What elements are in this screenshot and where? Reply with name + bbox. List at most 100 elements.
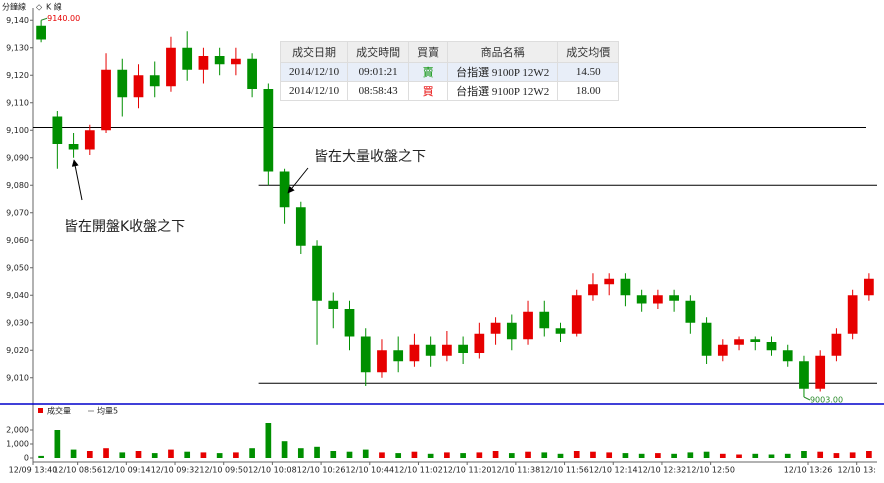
- candle-body: [588, 284, 598, 296]
- y-tick-label: 2,000: [6, 426, 29, 435]
- y-tick-label: 0: [24, 454, 29, 463]
- volume-bar: [671, 453, 677, 458]
- x-tick-label: 12/10 12:14: [589, 466, 638, 475]
- candle-body: [425, 344, 436, 356]
- candle-body: [474, 333, 485, 353]
- cell: 買: [408, 81, 449, 101]
- candle-body: [831, 333, 842, 356]
- volume-bar: [411, 451, 418, 458]
- volume-bar: [119, 452, 126, 458]
- annotation: 皆在大量收盤之下: [314, 149, 426, 165]
- volume-bar: [638, 453, 645, 458]
- x-tick-label: 12/10 11:02: [394, 466, 443, 475]
- x-tick-label: 12/10 13:26: [784, 466, 833, 475]
- volume-bar: [606, 452, 613, 458]
- volume-bar: [801, 451, 807, 458]
- candle-body: [101, 69, 111, 131]
- candle-body: [766, 342, 777, 351]
- volume-bar: [281, 441, 288, 458]
- y-tick-label: 9,030: [6, 318, 29, 327]
- x-tick-label: 12/09 13:40: [9, 466, 58, 475]
- volume-bar: [590, 451, 596, 458]
- volume-bar: [476, 452, 483, 458]
- volume-bar: [38, 455, 44, 458]
- volume-bar: [784, 453, 791, 458]
- x-tick-label: 12/10 11:56: [540, 466, 589, 475]
- y-tick-label: 9,020: [6, 346, 29, 355]
- x-tick-label: 12/10 09:50: [199, 466, 248, 475]
- candle-body: [506, 322, 517, 340]
- col-header: 商品名稱: [447, 41, 559, 63]
- x-tick-label: 12/10 12:50: [686, 466, 735, 475]
- mode-icon: ◇: [36, 3, 43, 12]
- volume-bar: [395, 453, 402, 458]
- volume-bar: [508, 453, 515, 458]
- y-tick-label: 9,100: [6, 126, 29, 135]
- candle-body: [198, 56, 209, 70]
- candle-body: [360, 336, 371, 373]
- candle-body: [182, 47, 193, 70]
- row: 2014/12/10 09:01:21 賣 台指選 9100P 12W2 14.…: [279, 62, 620, 82]
- candle-body: [653, 295, 663, 304]
- extreme-label: 9140.00: [47, 14, 80, 23]
- volume-bar: [379, 452, 385, 458]
- y-tick-label: 9,050: [6, 263, 29, 272]
- mode-label: K 線: [46, 2, 62, 12]
- candle-body: [84, 130, 95, 150]
- candle-body: [133, 75, 144, 98]
- cell: 14.50: [557, 62, 620, 82]
- y-tick-label: 9,010: [6, 373, 29, 382]
- volume-bar: [168, 449, 174, 458]
- candle-body: [523, 311, 533, 340]
- volume-bar: [362, 449, 369, 458]
- candle-body: [685, 300, 696, 323]
- candle-body: [458, 344, 468, 353]
- period-label: 分鐘線: [2, 2, 26, 12]
- volume-bar: [525, 451, 531, 458]
- candle-body: [409, 344, 420, 362]
- volume-bar: [233, 452, 239, 458]
- volume-bar: [703, 451, 710, 458]
- volume-bar: [297, 448, 304, 458]
- volume-bar: [265, 423, 272, 458]
- candle-body: [214, 56, 225, 65]
- volume-bar: [557, 453, 564, 458]
- extreme-pointer: [803, 396, 811, 401]
- volume-bar: [719, 453, 726, 458]
- trades-table: 成交日期 成交時間 買賣 商品名稱 成交均價 2014/12/10 09:01:…: [279, 41, 620, 101]
- annotation: 皆在開盤K收盤之下: [64, 219, 185, 235]
- volume-bar: [655, 453, 661, 458]
- candle-body: [782, 350, 793, 362]
- volume-bar: [86, 451, 93, 458]
- candle-body: [393, 350, 404, 362]
- x-tick-label: 12/10 10:26: [297, 466, 346, 475]
- candle-body: [701, 322, 712, 356]
- candle-body: [166, 47, 176, 87]
- volume-bar: [151, 453, 158, 458]
- x-tick-label: 12/10 10:44: [345, 466, 394, 475]
- x-tick-label: 12/10 10:08: [248, 466, 297, 475]
- cell: 2014/12/10: [279, 81, 349, 101]
- candle-body: [539, 311, 550, 329]
- candle-body: [279, 171, 290, 208]
- row: 2014/12/10 08:58:43 買 台指選 9100P 12W2 18.…: [279, 81, 620, 101]
- volume-bar: [216, 453, 223, 458]
- candle-body: [717, 344, 728, 356]
- candle-body: [117, 69, 128, 98]
- legend-swatch: [38, 408, 43, 413]
- candle-body: [328, 300, 339, 309]
- cell: 台指選 9100P 12W2: [447, 81, 559, 101]
- y-tick-label: 9,120: [6, 71, 29, 80]
- candle-body: [864, 278, 874, 296]
- header-row: 成交日期 成交時間 買賣 商品名稱 成交均價: [279, 41, 620, 63]
- candle-body: [263, 89, 274, 172]
- candle-body: [815, 355, 826, 389]
- col-header: 成交日期: [279, 41, 349, 63]
- legend-label: 成交量: [47, 406, 71, 416]
- annotation-arrow: [71, 159, 83, 201]
- volume-bar: [817, 451, 824, 458]
- volume-bar: [249, 448, 255, 458]
- candle-body: [750, 339, 761, 342]
